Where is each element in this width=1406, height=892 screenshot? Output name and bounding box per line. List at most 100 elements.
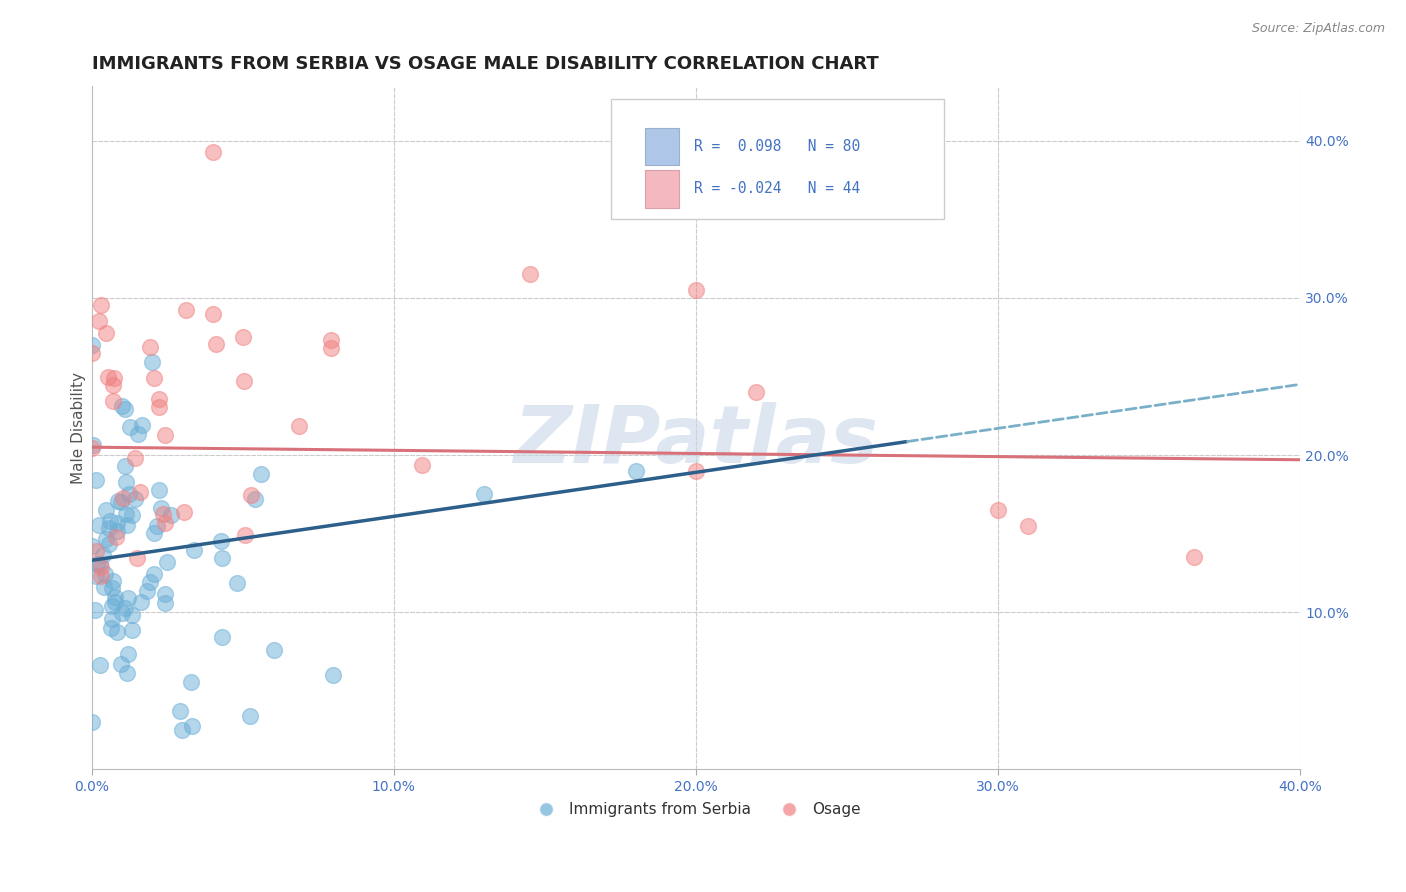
Point <box>180 674 202 689</box>
Point <box>105 516 128 531</box>
Point <box>90 560 112 574</box>
Point <box>987 503 1010 517</box>
Point <box>110 657 132 671</box>
Point <box>139 575 162 590</box>
Point <box>89 557 111 571</box>
Point <box>250 467 273 481</box>
Point <box>115 665 138 680</box>
Point <box>685 283 707 297</box>
Point <box>118 420 141 434</box>
Point <box>142 566 165 581</box>
Point <box>104 590 127 604</box>
Point <box>103 393 125 408</box>
Point <box>98 514 121 528</box>
Point <box>103 377 125 392</box>
Point <box>90 297 112 311</box>
Point <box>101 612 124 626</box>
Point <box>121 624 143 638</box>
Point <box>209 534 232 549</box>
Point <box>84 568 107 582</box>
Point <box>98 536 121 550</box>
Point <box>101 582 124 596</box>
Point <box>288 419 311 434</box>
FancyBboxPatch shape <box>612 100 943 219</box>
Point <box>624 464 647 478</box>
Point <box>107 493 129 508</box>
Point <box>86 557 108 571</box>
Text: IMMIGRANTS FROM SERBIA VS OSAGE MALE DISABILITY CORRELATION CHART: IMMIGRANTS FROM SERBIA VS OSAGE MALE DIS… <box>91 55 879 73</box>
Point <box>80 338 103 352</box>
Point <box>111 399 134 413</box>
Point <box>238 708 260 723</box>
Point <box>141 355 163 369</box>
Point <box>1017 518 1039 533</box>
Point <box>135 583 157 598</box>
Point <box>83 603 105 617</box>
Legend: Immigrants from Serbia, Osage: Immigrants from Serbia, Osage <box>524 796 868 823</box>
Point <box>128 485 150 500</box>
Point <box>93 580 115 594</box>
Point <box>94 567 117 582</box>
FancyBboxPatch shape <box>645 170 679 208</box>
Point <box>243 492 266 507</box>
Point <box>519 268 541 282</box>
Point <box>82 438 104 452</box>
Point <box>112 491 135 505</box>
Point <box>117 647 139 661</box>
Point <box>121 508 143 522</box>
Point <box>232 330 254 344</box>
Point <box>124 451 146 466</box>
Point <box>84 544 107 558</box>
Point <box>201 307 224 321</box>
Point <box>90 569 112 583</box>
Point <box>211 551 233 566</box>
Point <box>139 340 162 354</box>
Point <box>97 370 120 384</box>
FancyBboxPatch shape <box>645 128 679 165</box>
Point <box>201 145 224 159</box>
Point <box>685 464 707 478</box>
Point <box>104 595 127 609</box>
Point <box>211 630 233 644</box>
Point <box>411 458 433 472</box>
Point <box>226 576 249 591</box>
Point <box>145 519 167 533</box>
Point <box>474 487 496 501</box>
Point <box>129 595 152 609</box>
Point <box>240 488 263 502</box>
Text: R = -0.024   N = 44: R = -0.024 N = 44 <box>693 181 860 196</box>
Point <box>148 400 170 414</box>
Point <box>124 491 146 506</box>
Point <box>114 601 136 615</box>
Point <box>172 723 194 737</box>
Point <box>233 528 256 542</box>
Y-axis label: Male Disability: Male Disability <box>72 372 86 483</box>
Point <box>174 302 197 317</box>
Point <box>143 525 166 540</box>
Point <box>101 599 124 614</box>
Point <box>155 596 177 610</box>
Point <box>114 401 136 416</box>
Point <box>745 385 768 400</box>
Point <box>114 458 136 473</box>
Point <box>87 314 110 328</box>
Point <box>103 370 125 384</box>
Point <box>114 508 136 522</box>
Point <box>91 548 114 562</box>
Point <box>322 668 344 682</box>
Point <box>110 495 132 509</box>
Point <box>173 505 195 519</box>
Point <box>149 501 172 516</box>
Point <box>117 591 139 605</box>
Point <box>153 516 176 530</box>
Point <box>101 574 124 588</box>
Point <box>181 719 204 733</box>
Point <box>94 326 117 341</box>
Point <box>152 507 174 521</box>
Point <box>84 473 107 487</box>
Point <box>131 417 153 432</box>
Point <box>321 341 343 355</box>
Point <box>155 587 177 601</box>
Point <box>80 715 103 730</box>
Point <box>89 517 111 532</box>
